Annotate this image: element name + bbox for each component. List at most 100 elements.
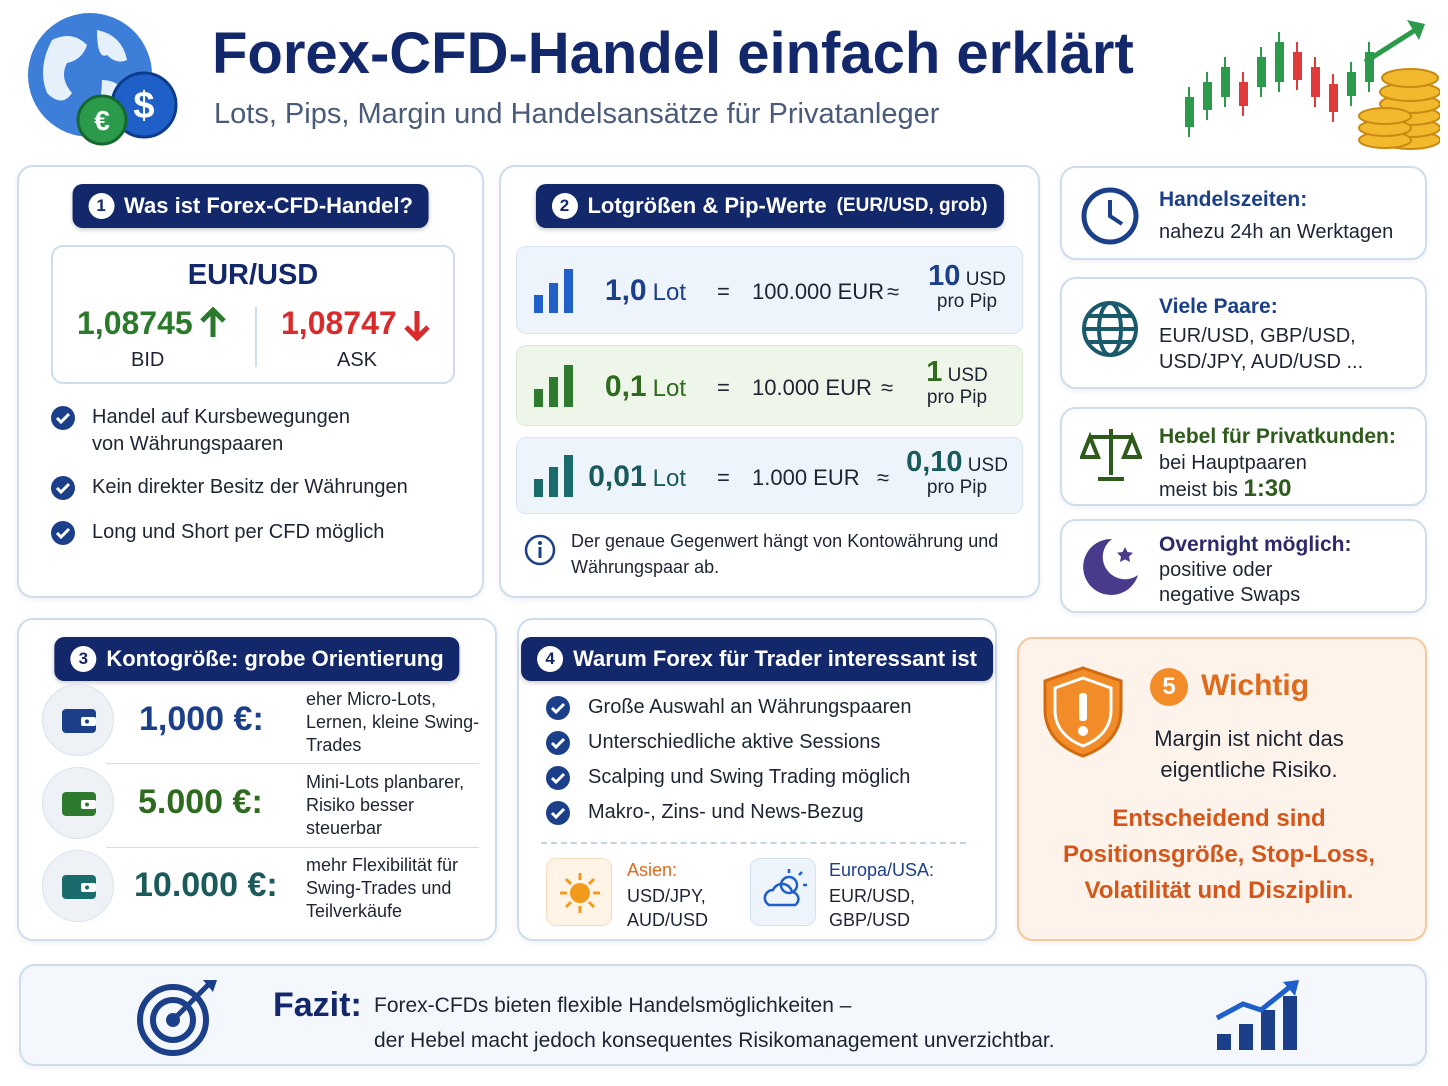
title: Forex-CFD-Handel einfach erklärt (212, 21, 1134, 86)
section-header: 4 Warum Forex für Trader interessant ist (521, 637, 993, 681)
info-card: Handelszeiten: nahezu 24h an Werktagen (1060, 166, 1427, 260)
session-name: Europa/USA: (829, 860, 935, 880)
candle-body (1221, 67, 1230, 97)
point: Große Auswahl an Währungspaaren (588, 696, 912, 718)
important-emphasis: Entscheidend sind Positionsgröße, Stop-L… (1062, 805, 1375, 904)
important-text: Margin ist nicht das eigentliche Risiko. (1154, 726, 1344, 782)
cloud-icon (750, 858, 816, 926)
scale-icon (1080, 429, 1142, 481)
account-amount: 1,000 €: (139, 700, 264, 738)
check-icon (51, 476, 75, 500)
lot-row: 0,01 Lot = 1.000 EUR ≈ 0,10 USD pro Pip (516, 437, 1023, 514)
check-icon (546, 766, 570, 790)
check-icon (546, 731, 570, 755)
globe-icon: $ € (28, 13, 178, 146)
section-header: 3 Kontogröße: grobe Orientierung (54, 637, 460, 681)
candle-body (1293, 52, 1302, 80)
pip-unit: USD (947, 365, 988, 386)
conclusion-label: Fazit: (273, 986, 362, 1024)
target-icon (137, 980, 217, 1056)
equals: = (717, 279, 730, 304)
bid-price: 1,08745 (77, 305, 193, 341)
point: Unterschiedliche aktive Sessions (588, 731, 881, 753)
check-icon (546, 801, 570, 825)
section-number: 3 (70, 646, 97, 672)
info-title: Handelszeiten: (1159, 188, 1308, 211)
amount: 1.000 EUR (752, 465, 860, 490)
section-title: Warum Forex für Trader interessant ist (573, 646, 977, 671)
section-number: 2 (551, 193, 578, 219)
bar-icon (534, 365, 573, 407)
conclusion-bar: Fazit: Forex-CFDs bieten flexible Handel… (19, 964, 1427, 1066)
down-arrow (404, 311, 430, 341)
account-text: mehr Flexibilität für Swing-Trades und T… (306, 855, 459, 921)
moon-icon (1083, 538, 1138, 595)
amount: 10.000 EUR (752, 375, 872, 400)
point: Handel auf Kursbewegungen von Währungspa… (92, 406, 350, 455)
pip-unit: USD (965, 269, 1006, 290)
check-icon (546, 696, 570, 720)
separator (106, 847, 479, 848)
section-title: Kontogröße: grobe Orientierung (106, 646, 444, 671)
subtitle: Lots, Pips, Margin und Handelsansätze fü… (214, 98, 940, 130)
approx: ≈ (887, 279, 900, 304)
pip-number: 1 (926, 356, 943, 388)
info-title: Viele Paare: (1159, 295, 1278, 318)
lot-unit: Lot (652, 465, 686, 492)
equals: = (717, 375, 730, 400)
pip-number: 10 (928, 260, 961, 292)
point: Scalping und Swing Trading möglich (588, 766, 911, 788)
candle-body (1257, 57, 1266, 87)
amount: 100.000 EUR (752, 279, 885, 304)
shield-icon (1043, 666, 1123, 758)
info-text: bei Hauptpaaren meist bis 1:30 (1159, 451, 1339, 503)
lot-row: 1,0 Lot = 100.000 EUR ≈ 10 USD pro Pip (516, 246, 1023, 334)
pip-value: 1 USD pro Pip (902, 358, 1012, 409)
note: Der genaue Gegenwert hängt von Kontowähr… (571, 531, 999, 577)
svg-text:€: € (94, 105, 110, 136)
check-icon (51, 406, 75, 430)
section-header: 1 Was ist Forex-CFD-Handel? (72, 184, 429, 228)
wallet-circle (42, 684, 114, 756)
section-header: 2 Lotgrößen & Pip-Werte (EUR/USD, grob) (535, 184, 1004, 228)
growth-icon (1215, 980, 1299, 1050)
account-text: Mini-Lots planbarer, Risiko besser steue… (306, 772, 465, 838)
pip-unit: USD (967, 455, 1008, 476)
lot-size: 0,01 Lot (588, 460, 686, 494)
bar-icon (534, 455, 573, 497)
section-number: 5 (1150, 668, 1188, 706)
info-icon (524, 534, 556, 566)
account-text: eher Micro-Lots, Lernen, kleine Swing-Tr… (306, 689, 480, 755)
pip-label: pro Pip (936, 291, 998, 312)
bar-icon (534, 269, 573, 313)
card-what-is: 1 Was ist Forex-CFD-Handel? EUR/USD 1,087… (17, 165, 484, 598)
ask-label: ASK (337, 349, 378, 371)
pip-value: 0,10 USD pro Pip (902, 448, 1012, 499)
lot-unit: Lot (652, 279, 686, 306)
section-number: 4 (537, 646, 564, 672)
clock-icon (1081, 187, 1139, 245)
lot-size: 0,1 Lot (605, 370, 686, 404)
section-title: Was ist Forex-CFD-Handel? (124, 193, 413, 218)
ask-price: 1,08747 (281, 305, 397, 341)
info-text: positive oder negative Swaps (1159, 559, 1301, 606)
candle-body (1311, 67, 1320, 97)
session-pairs: USD/JPY, AUD/USD (627, 886, 709, 930)
up-arrow (200, 307, 226, 337)
lot-size: 1,0 Lot (605, 274, 686, 308)
point: Kein direkter Besitz der Währungen (92, 476, 408, 498)
section-title: Lotgrößen & Pip-Werte (587, 193, 827, 218)
info-text: EUR/USD, GBP/USD, USD/JPY, AUD/USD ... (1159, 325, 1364, 373)
lot-value: 1,0 (604, 274, 647, 307)
divider (255, 307, 257, 367)
account-amount: 10.000 €: (134, 866, 278, 904)
conclusion-line: der Hebel macht jedoch konsequentes Risi… (374, 1029, 1055, 1052)
info-card: Hebel für Privatkunden: bei Hauptpaaren … (1060, 407, 1427, 506)
approx: ≈ (881, 375, 894, 400)
equals: = (717, 465, 730, 490)
candle-body (1239, 82, 1248, 106)
lot-row: 0,1 Lot = 10.000 EUR ≈ 1 USD pro Pip (516, 345, 1023, 426)
candle-body (1329, 84, 1338, 112)
check-icon (51, 521, 75, 545)
